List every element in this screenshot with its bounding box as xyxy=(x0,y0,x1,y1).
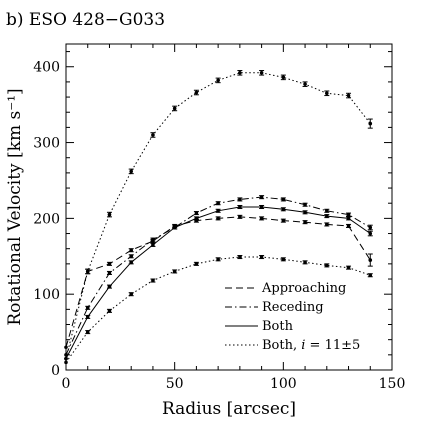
y-tick-label: 0 xyxy=(51,363,60,379)
legend-label-suffix: = 11±5 xyxy=(305,338,360,353)
data-point xyxy=(216,201,220,206)
series-5 xyxy=(64,255,373,365)
data-point xyxy=(346,212,351,217)
series-3 xyxy=(64,204,373,361)
data-point xyxy=(129,260,133,265)
data-point xyxy=(368,121,373,126)
x-tick-label: 50 xyxy=(166,376,184,392)
legend: Approaching Receding Both Both, i = 11±5 xyxy=(225,281,360,353)
data-point xyxy=(172,269,177,274)
data-point xyxy=(129,248,133,253)
legend-label: Both, i = 11±5 xyxy=(262,338,360,353)
data-point xyxy=(346,216,351,221)
data-point xyxy=(303,260,307,265)
y-tick-label: 100 xyxy=(33,287,60,303)
data-point xyxy=(216,216,220,221)
data-point xyxy=(151,237,155,242)
series-layer xyxy=(64,70,373,365)
axis-ticks xyxy=(65,44,393,371)
data-point xyxy=(107,212,112,217)
data-point xyxy=(368,273,373,278)
y-axis-label: Rotational Velocity [km s⁻¹] xyxy=(5,88,25,325)
data-point xyxy=(303,220,307,224)
data-point xyxy=(303,210,307,215)
legend-label-italic: i xyxy=(301,338,305,353)
data-point xyxy=(151,278,155,283)
data-point xyxy=(303,202,307,207)
data-point xyxy=(85,315,90,319)
axis-tick-labels: 0 50 100 150 0 100 200 300 400 xyxy=(33,60,405,392)
data-point xyxy=(238,71,242,75)
x-tick-label: 0 xyxy=(62,376,71,392)
data-point xyxy=(238,215,242,219)
data-point xyxy=(325,91,329,96)
data-point xyxy=(325,263,329,268)
data-point xyxy=(325,208,329,213)
data-point xyxy=(238,205,242,209)
data-point xyxy=(281,218,286,223)
series-line xyxy=(65,196,371,356)
data-point xyxy=(281,257,286,262)
data-point xyxy=(151,133,155,137)
series-4 xyxy=(64,70,373,361)
legend-label: Receding xyxy=(262,300,324,315)
data-point xyxy=(346,265,351,270)
data-point xyxy=(281,197,286,202)
data-point xyxy=(129,292,133,296)
plot-frame xyxy=(65,43,393,371)
y-tick-label: 400 xyxy=(33,60,60,76)
legend-label-prefix: Both, xyxy=(262,338,301,353)
data-point xyxy=(368,258,373,262)
data-point xyxy=(325,222,329,227)
data-point xyxy=(346,224,351,228)
data-point xyxy=(194,211,199,215)
data-point xyxy=(107,271,112,275)
data-point xyxy=(85,330,90,334)
data-point xyxy=(172,106,177,111)
data-point xyxy=(194,90,199,95)
data-point xyxy=(259,71,264,75)
data-point xyxy=(64,345,68,350)
data-point xyxy=(238,197,242,202)
y-tick-label: 300 xyxy=(33,136,60,152)
data-point xyxy=(259,255,264,259)
data-point xyxy=(151,243,155,247)
data-point xyxy=(107,284,112,289)
y-tick-label: 200 xyxy=(33,211,60,227)
data-point xyxy=(259,195,264,199)
data-point xyxy=(259,205,264,209)
data-point xyxy=(216,208,220,213)
data-point xyxy=(194,216,199,221)
data-point xyxy=(325,214,329,218)
series-1 xyxy=(64,214,373,350)
legend-label: Approaching xyxy=(261,281,346,296)
data-point xyxy=(216,257,220,262)
x-tick-label: 100 xyxy=(270,376,297,392)
data-point xyxy=(368,231,373,236)
data-point xyxy=(281,75,286,80)
data-point xyxy=(64,360,68,365)
data-point xyxy=(238,255,242,259)
legend-label: Both xyxy=(262,319,294,334)
data-point xyxy=(129,169,133,174)
data-point xyxy=(129,254,133,259)
data-point xyxy=(85,269,90,274)
data-point xyxy=(346,93,351,98)
data-point xyxy=(216,78,220,83)
data-point xyxy=(107,262,112,266)
data-point xyxy=(368,225,373,230)
data-point xyxy=(259,216,264,221)
x-axis-label: Radius [arcsec] xyxy=(162,399,296,419)
data-point xyxy=(85,306,90,310)
series-line xyxy=(65,72,371,359)
data-point xyxy=(107,309,112,313)
data-point xyxy=(281,207,286,212)
panel-label: b) ESO 428−G033 xyxy=(6,10,165,30)
data-point xyxy=(303,82,307,86)
x-tick-label: 150 xyxy=(379,376,406,392)
data-point xyxy=(194,262,199,266)
data-point xyxy=(172,225,177,230)
data-point xyxy=(64,356,68,361)
